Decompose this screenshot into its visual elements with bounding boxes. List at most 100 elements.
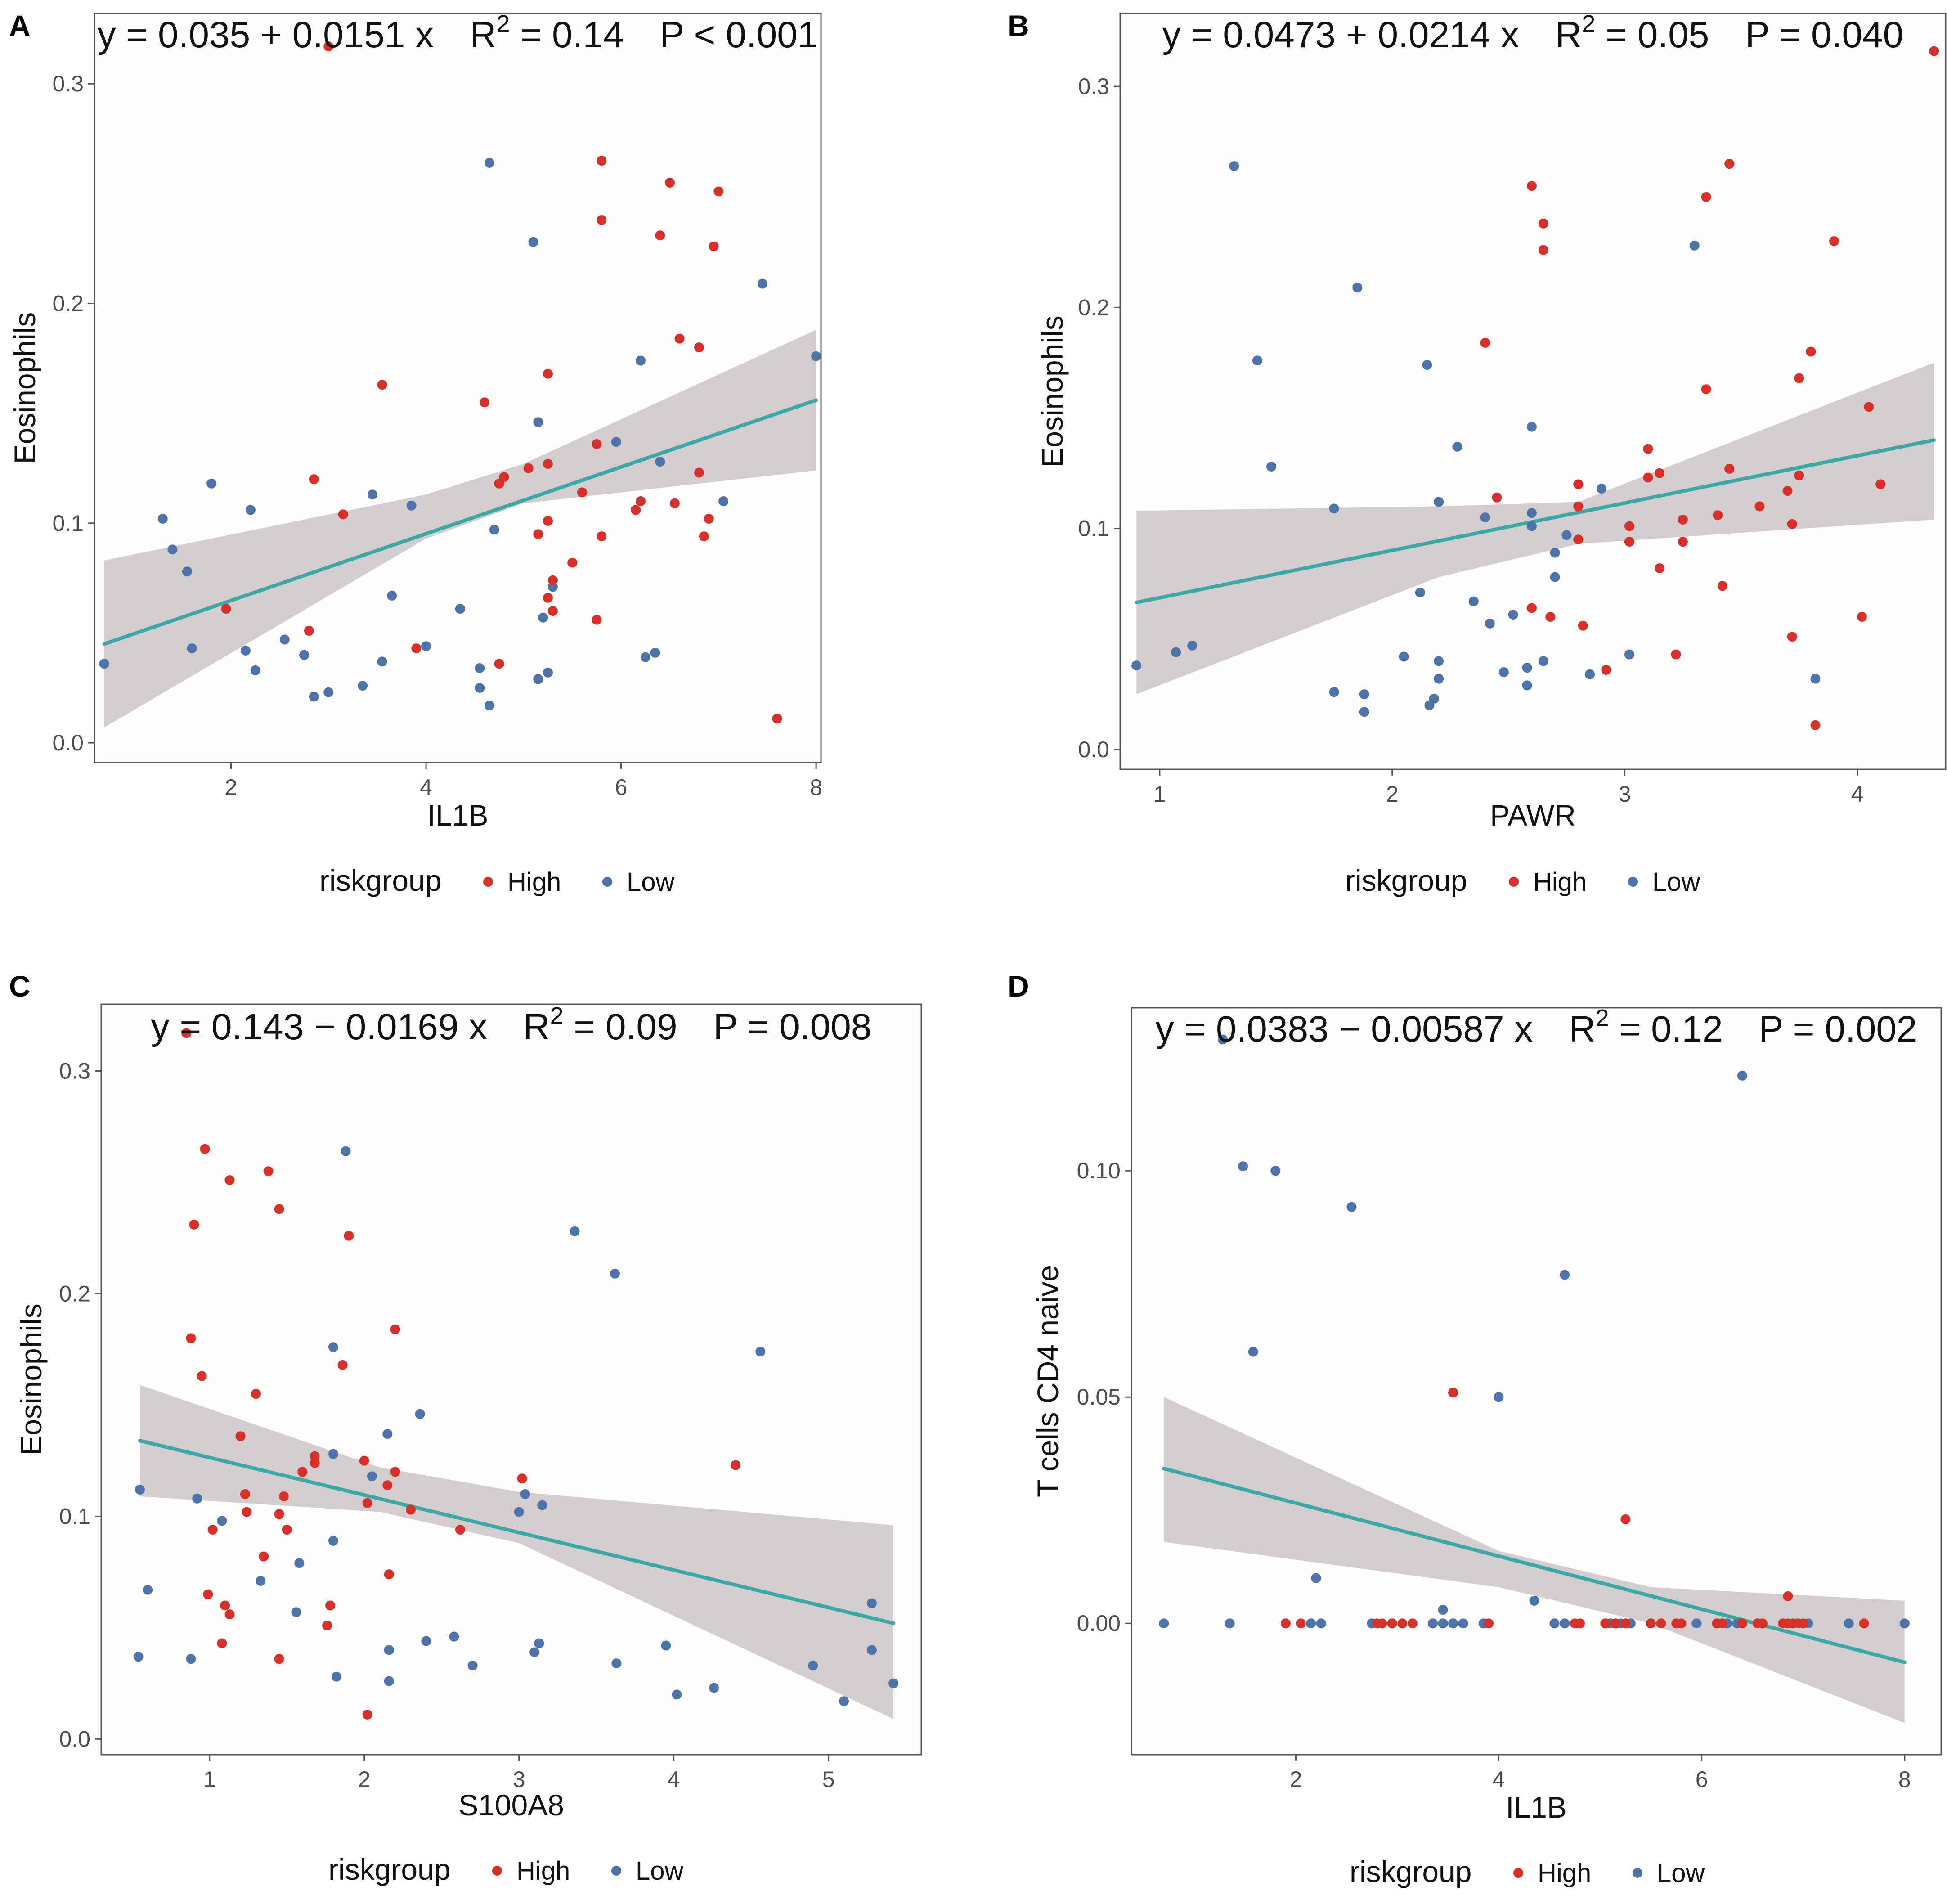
point-low xyxy=(299,650,310,660)
point-low xyxy=(1311,1573,1321,1583)
r2-superscript: 2 xyxy=(1582,10,1595,37)
point-high xyxy=(274,1204,284,1214)
legend-high-marker xyxy=(483,877,493,887)
point-high xyxy=(1676,1618,1687,1629)
y-tick-label: 0.1 xyxy=(52,511,84,536)
point-low xyxy=(382,1429,393,1439)
y-axis-title: Eosinophils xyxy=(14,1303,48,1455)
point-low xyxy=(709,1683,719,1693)
point-high xyxy=(411,643,422,654)
point-low xyxy=(1415,588,1425,598)
point-low xyxy=(206,478,217,489)
point-low xyxy=(1329,503,1339,514)
point-low xyxy=(1218,1034,1228,1045)
point-high xyxy=(694,467,704,478)
point-low xyxy=(528,237,538,247)
point-low xyxy=(534,1638,544,1648)
point-high xyxy=(1643,472,1653,483)
point-low xyxy=(384,1676,394,1686)
point-high xyxy=(1646,1618,1656,1629)
point-high xyxy=(1448,1388,1458,1398)
regression-equation: y = 0.0383 − 0.00587 x R2 = 0.12 P = 0.002 xyxy=(1155,1005,1917,1050)
point-low xyxy=(866,1598,877,1608)
legend: riskgroup High Low xyxy=(1345,864,1701,897)
x-tick-label: 4 xyxy=(420,775,432,800)
legend: riskgroup High Low xyxy=(328,1853,684,1886)
point-high xyxy=(274,1654,284,1664)
point-low xyxy=(279,634,290,645)
point-high xyxy=(1538,218,1548,229)
y-tick-label: 0.10 xyxy=(1077,1158,1121,1183)
r2-superscript: 2 xyxy=(1596,1005,1609,1032)
point-high xyxy=(259,1551,269,1562)
point-high xyxy=(1758,1618,1768,1629)
point-low xyxy=(655,457,665,467)
point-low xyxy=(1438,1605,1448,1615)
point-high xyxy=(1573,479,1584,489)
x-tick-label: 8 xyxy=(810,775,822,800)
point-high xyxy=(547,606,558,616)
panel-a: 0.0 0.1 0.2 0.3 2 4 6 8 IL1B Eosinophils A y = 0.03… xyxy=(8,9,822,897)
point-low xyxy=(294,1558,305,1568)
legend-low-label: Low xyxy=(1652,867,1701,897)
point-high xyxy=(1810,720,1821,730)
point-low xyxy=(1522,663,1532,673)
point-low xyxy=(406,500,417,511)
scatter-points xyxy=(99,41,821,724)
r2-prefix: R xyxy=(1555,14,1582,55)
confidence-band xyxy=(104,330,816,727)
point-high xyxy=(517,1473,527,1484)
panel-label: D xyxy=(1008,970,1029,1003)
point-low xyxy=(1596,484,1606,494)
r2-prefix: R xyxy=(1569,1009,1595,1050)
y-axis-title: Eosinophils xyxy=(1036,315,1069,467)
point-high xyxy=(263,1166,274,1177)
point-high xyxy=(405,1504,416,1515)
y-tick-label: 0.0 xyxy=(59,1726,90,1751)
point-high xyxy=(1859,1618,1869,1629)
point-low xyxy=(245,505,256,515)
point-high xyxy=(694,342,704,353)
x-tick-label: 4 xyxy=(1493,1767,1505,1792)
point-high xyxy=(1573,501,1584,512)
legend-low-marker xyxy=(1633,1868,1642,1878)
point-low xyxy=(755,1347,766,1357)
scatter-points xyxy=(1131,46,1939,730)
point-high xyxy=(337,1360,348,1370)
point-low xyxy=(99,659,109,669)
point-high xyxy=(207,1525,218,1535)
point-low xyxy=(133,1652,144,1662)
confidence-band xyxy=(1164,1397,1905,1723)
point-low xyxy=(1187,640,1198,651)
point-high xyxy=(1480,337,1490,348)
point-low xyxy=(182,566,192,577)
point-low xyxy=(157,514,168,524)
point-low xyxy=(484,701,494,711)
point-high xyxy=(543,458,553,469)
point-low xyxy=(537,1500,547,1510)
point-low xyxy=(1550,572,1560,582)
x-tick-label: 4 xyxy=(1851,781,1864,807)
point-low xyxy=(1225,1618,1235,1629)
point-low xyxy=(291,1607,301,1617)
point-low xyxy=(1238,1161,1248,1172)
y-axis-title: Eosinophils xyxy=(8,312,41,464)
r2-value: = 0.09 xyxy=(564,1006,677,1047)
point-high xyxy=(362,1498,372,1508)
point-low xyxy=(186,1654,196,1664)
x-tick-label: 2 xyxy=(1290,1767,1302,1792)
point-high xyxy=(1671,649,1681,660)
point-low xyxy=(1844,1618,1854,1629)
r2-prefix: R xyxy=(523,1006,550,1047)
point-low xyxy=(1346,1202,1357,1212)
point-low xyxy=(1252,355,1262,366)
point-low xyxy=(1899,1618,1910,1629)
point-low xyxy=(529,1647,540,1657)
legend-high-marker xyxy=(492,1866,502,1876)
point-low xyxy=(1306,1618,1316,1629)
x-axis-title: PAWR xyxy=(1490,799,1576,832)
point-low xyxy=(384,1645,394,1655)
point-high xyxy=(338,509,348,520)
regression-line xyxy=(1162,1467,1907,1664)
point-high xyxy=(1829,236,1839,246)
